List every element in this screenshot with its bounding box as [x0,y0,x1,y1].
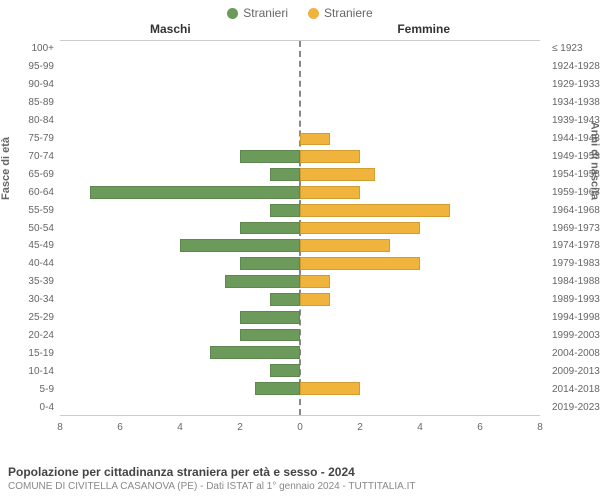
legend-label-female: Straniere [324,6,373,20]
pyramid-chart: 100+95-9990-9485-8980-8475-7970-7465-696… [60,40,540,440]
legend: Stranieri Straniere [0,0,600,22]
bar-male [270,168,300,181]
bar-rows [60,41,540,415]
bar-row [60,184,540,202]
header-male: Maschi [150,22,191,36]
bar-male [240,222,300,235]
column-headers: Maschi Femmine [0,22,600,40]
bar-male [210,346,300,359]
bar-female [300,382,360,395]
bar-female [300,275,330,288]
bar-female [300,239,390,252]
bar-row [60,290,540,308]
subcaption: COMUNE DI CIVITELLA CASANOVA (PE) - Dati… [8,481,592,492]
x-tick: 6 [117,422,123,433]
bar-row [60,344,540,362]
bar-row [60,59,540,77]
bar-row [60,379,540,397]
x-tick: 6 [477,422,483,433]
legend-swatch-female [308,8,319,19]
bar-row [60,130,540,148]
bar-male [240,329,300,342]
x-tick: 4 [417,422,423,433]
bar-female [300,133,330,146]
legend-swatch-male [227,8,238,19]
bar-row [60,166,540,184]
bar-row [60,219,540,237]
legend-item-male: Stranieri [227,6,288,20]
bar-row [60,255,540,273]
bar-row [60,362,540,380]
bar-male [270,364,300,377]
x-tick: 2 [357,422,363,433]
bar-male [240,257,300,270]
x-tick: 8 [537,422,543,433]
bar-female [300,150,360,163]
bar-male [255,382,300,395]
x-tick: 4 [177,422,183,433]
bar-row [60,148,540,166]
bar-row [60,308,540,326]
header-female: Femmine [397,22,450,36]
bar-male [240,150,300,163]
bar-row [60,94,540,112]
bar-male [225,275,300,288]
bar-male [240,311,300,324]
x-tick: 8 [57,422,63,433]
bar-row [60,237,540,255]
bar-row [60,77,540,95]
x-tick: 2 [237,422,243,433]
bar-row [60,326,540,344]
caption: Popolazione per cittadinanza straniera p… [8,465,592,479]
bar-row [60,41,540,59]
bar-female [300,293,330,306]
chart-footer: Popolazione per cittadinanza straniera p… [8,465,592,492]
bar-female [300,186,360,199]
y-axis-title-left: Fasce di età [0,137,12,200]
bar-row [60,112,540,130]
bar-male [270,293,300,306]
bar-row [60,397,540,415]
legend-item-female: Straniere [308,6,373,20]
bar-female [300,168,375,181]
x-axis-ticks: 8 6 4 2 0 2 4 6 8 [60,420,540,440]
bar-female [300,204,450,217]
bar-row [60,201,540,219]
bar-female [300,257,420,270]
legend-label-male: Stranieri [243,6,288,20]
bar-row [60,273,540,291]
bar-male [270,204,300,217]
bar-male [180,239,300,252]
bar-female [300,222,420,235]
bar-male [90,186,300,199]
plot-area [60,40,540,416]
x-tick: 0 [297,422,303,433]
